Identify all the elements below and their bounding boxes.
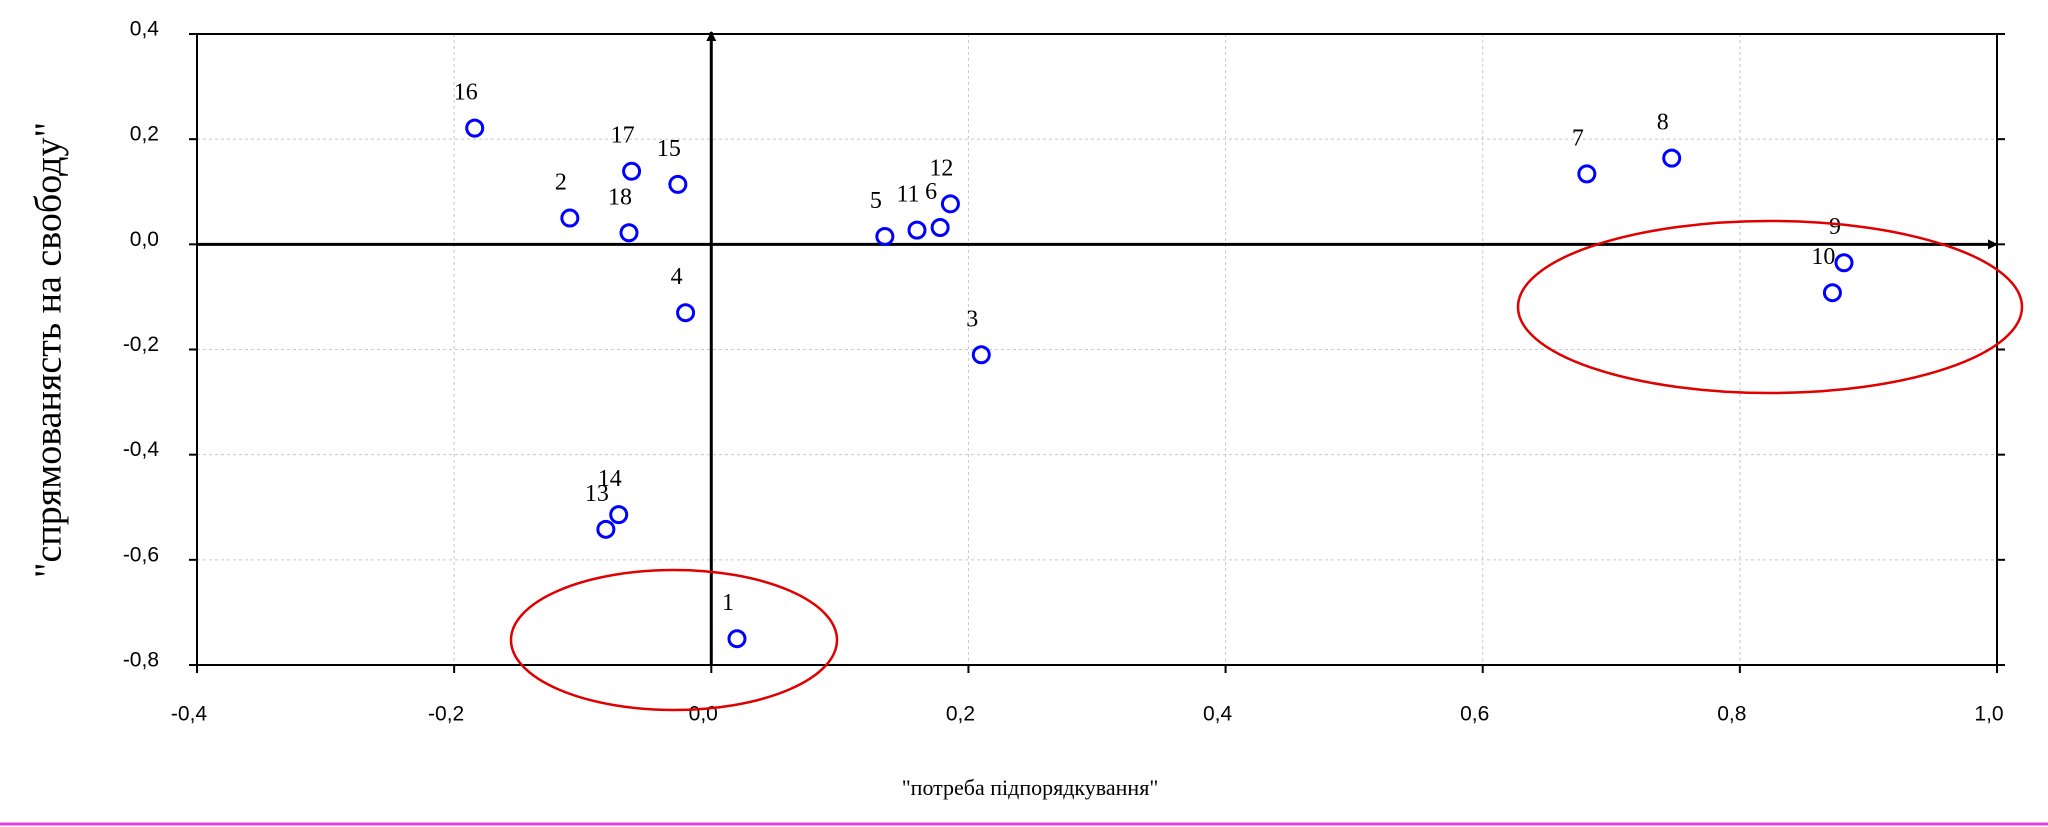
x-tick-label: 0,4 (1203, 703, 1233, 726)
point-label: 1 (722, 590, 734, 616)
highlight-ellipse (509, 568, 839, 712)
x-tick-label: 0,0 (689, 703, 718, 726)
point (1822, 283, 1842, 303)
point (875, 226, 895, 246)
y-tick-label: -0,6 (123, 543, 159, 566)
point (668, 174, 688, 194)
point-label: 16 (454, 80, 478, 106)
axes: -0,4 -0,2 0,0 0,2 0,4 0,6 0,8 1,0 -0,8 -0,6 -0,4 -0… (123, 18, 2005, 726)
highlight-ellipse (1516, 219, 2024, 395)
point (1662, 148, 1682, 168)
point (465, 118, 485, 138)
point (727, 629, 747, 649)
point-label: 9 (1829, 214, 1841, 240)
point-label: 2 (555, 170, 567, 196)
point (622, 161, 642, 181)
x-tick-label: -0,4 (171, 703, 208, 726)
point-label: 10 (1811, 244, 1835, 270)
point-label: 7 (1572, 125, 1584, 151)
point-label: 12 (929, 155, 953, 181)
x-tick-label: 1,0 (1974, 703, 2003, 726)
point-label: 11 (896, 182, 919, 208)
point (1834, 253, 1854, 273)
y-tick-label: 0,0 (130, 228, 159, 251)
point-label: 8 (1657, 110, 1669, 136)
point-label: 13 (585, 481, 609, 507)
point-label: 6 (925, 179, 937, 205)
x-tick-label: -0,2 (428, 703, 464, 726)
point-label: 3 (966, 306, 978, 332)
point (907, 220, 927, 240)
y-tick-label: 0,2 (130, 123, 159, 146)
point (1577, 164, 1597, 184)
x-axis-title: "потреба підпорядкування" (902, 775, 1159, 800)
point (560, 208, 580, 228)
point-label: 15 (657, 136, 681, 162)
y-tick-label: -0,2 (123, 333, 159, 356)
x-tick-label: 0,2 (946, 703, 975, 726)
point (596, 519, 616, 539)
point (676, 303, 696, 323)
point (619, 223, 639, 243)
point-label: 14 (598, 466, 622, 492)
point (940, 194, 960, 214)
point-label: 18 (608, 184, 632, 210)
point-label: 4 (671, 264, 683, 290)
x-tick-label: 0,8 (1717, 703, 1746, 726)
point (971, 345, 991, 365)
y-axis-title: "спрямованясть на свободу" (28, 122, 70, 578)
point-label: 17 (611, 123, 635, 149)
point (930, 218, 950, 238)
x-tick-label: 0,6 (1460, 703, 1489, 726)
point (609, 505, 629, 525)
y-tick-label: -0,8 (123, 649, 159, 672)
y-tick-label: -0,4 (123, 438, 160, 461)
y-tick-label: 0,4 (130, 18, 160, 41)
point-label: 5 (870, 188, 882, 214)
